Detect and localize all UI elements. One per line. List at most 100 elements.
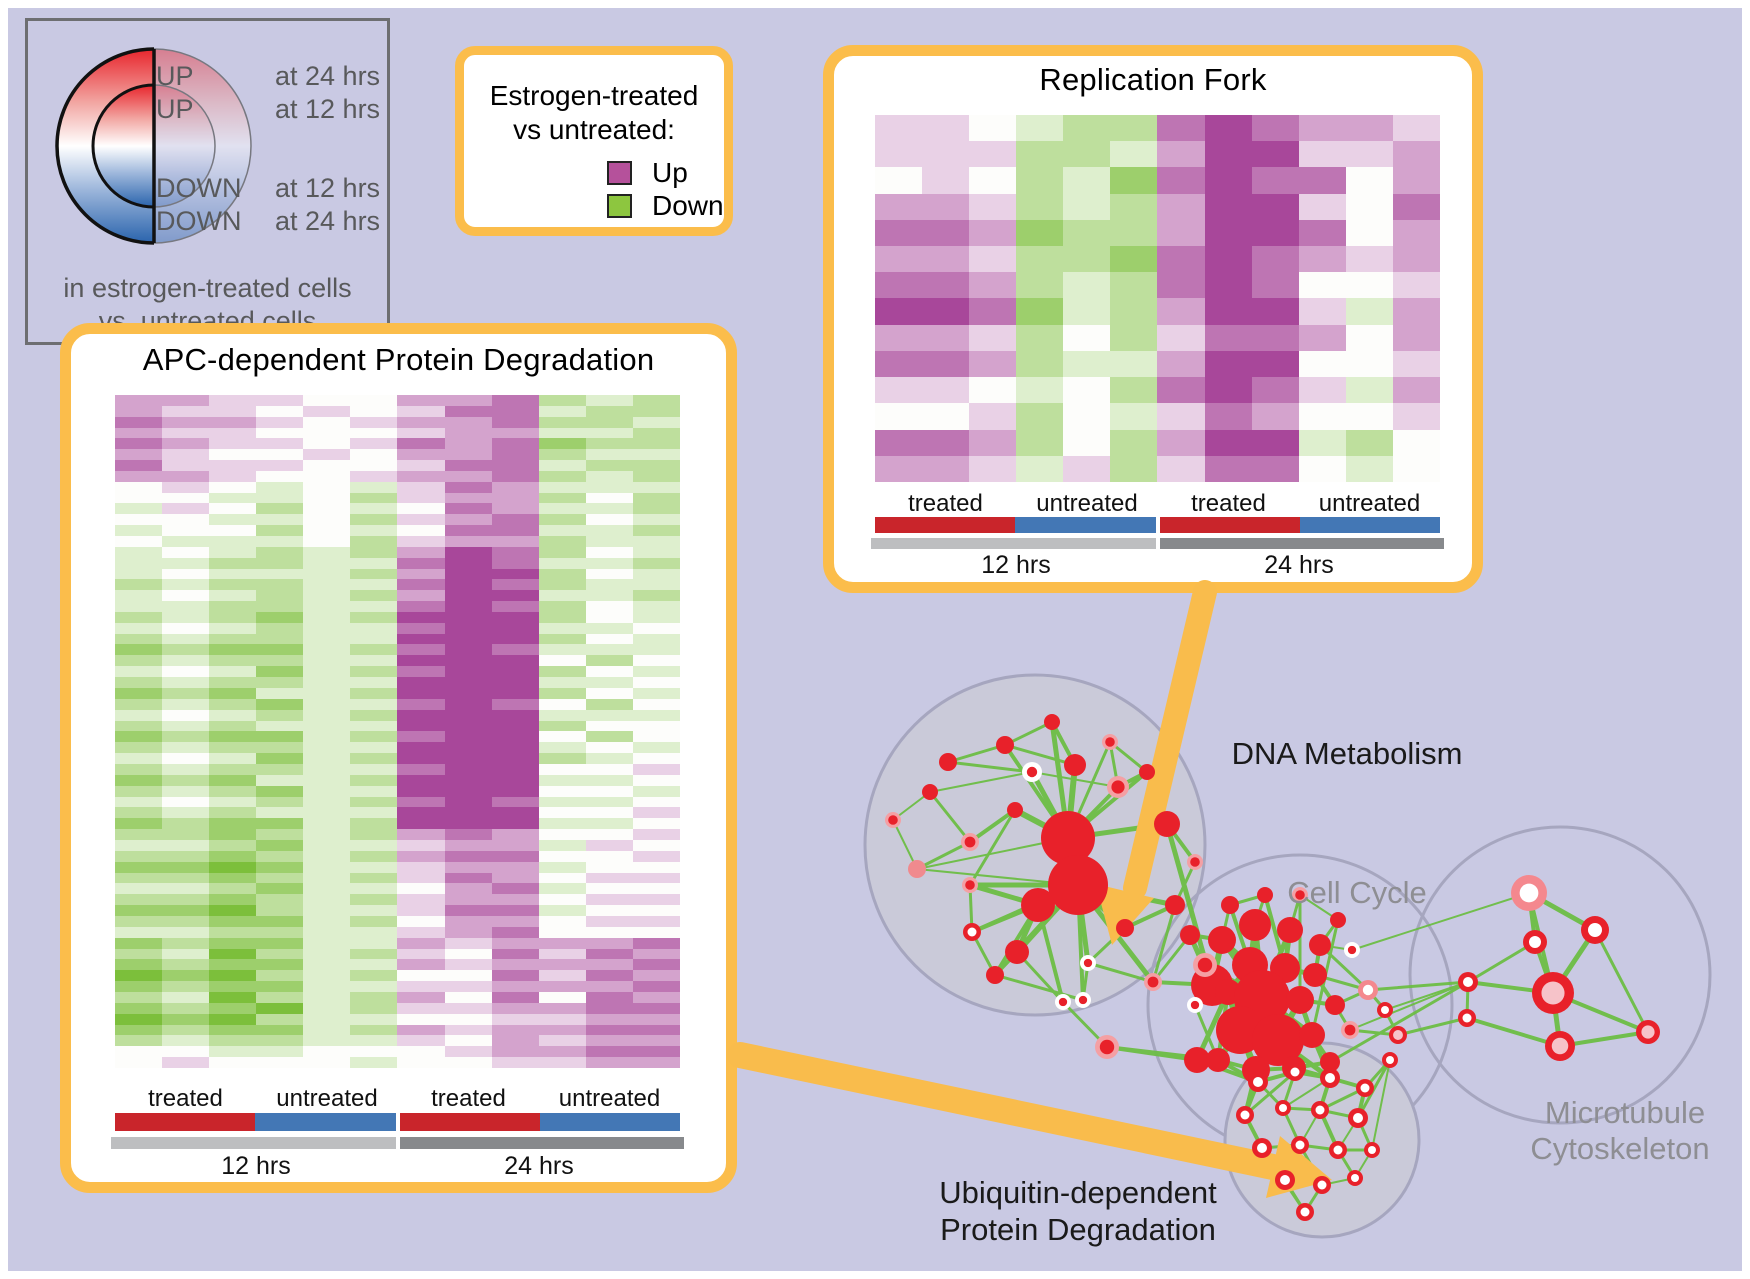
heatmap-cell [350, 611, 398, 623]
gene-node [1139, 764, 1155, 780]
heatmap-cell [256, 785, 304, 797]
heatmap-cell [256, 981, 304, 992]
heatmap-cell [209, 818, 257, 830]
network-edge [1396, 1016, 1469, 1037]
heatmap-cell [209, 709, 257, 721]
heatmap-cell [209, 894, 257, 906]
heatmap-cell [303, 655, 351, 667]
heatmap-cell [1110, 455, 1158, 482]
heatmap-cell [256, 460, 304, 471]
heatmap-cell [397, 774, 445, 786]
heatmap-cell [632, 438, 680, 450]
heatmap-cell [256, 861, 304, 873]
heatmap-cell [115, 1024, 163, 1036]
heatmap-cell [397, 948, 445, 960]
heatmap-cell [585, 861, 633, 873]
heatmap-cell [1063, 141, 1111, 168]
heatmap-cell [350, 894, 398, 906]
gene-node [1154, 811, 1180, 837]
heatmap-cell [491, 568, 539, 580]
heatmap-cell [491, 915, 539, 927]
heatmap-cell [350, 557, 398, 569]
heatmap-cell [397, 698, 445, 710]
heatmap-cell [303, 850, 351, 862]
gene-node [1021, 888, 1055, 922]
gene-node [1197, 957, 1213, 973]
heatmap-cell [632, 991, 680, 1003]
heatmap-cell [538, 948, 586, 960]
heatmap-cell [491, 514, 539, 526]
heatmap-cell [256, 579, 304, 591]
heatmap-cell [162, 644, 210, 656]
heatmap-cell [1016, 377, 1064, 404]
heatmap-cell [397, 894, 445, 906]
estrogen-legend-title-line1: Estrogen-treated [489, 80, 699, 111]
heatmap-cell [397, 991, 445, 1003]
heatmap-cell [444, 427, 492, 439]
rf-group-label-1: untreated [1036, 490, 1138, 517]
heatmap-cell [397, 709, 445, 721]
heatmap-cell [209, 763, 257, 775]
heatmap-cell [350, 666, 398, 678]
heatmap-cell [162, 514, 210, 526]
heatmap-cell [209, 546, 257, 558]
heatmap-cell [350, 926, 398, 938]
heatmap-cell [256, 677, 304, 688]
heatmap-cell [397, 535, 445, 547]
heatmap-cell [1016, 246, 1064, 273]
heatmap-cell [162, 753, 210, 764]
heatmap-cell [397, 481, 445, 493]
heatmap-cell [585, 677, 633, 688]
heatmap-cell [538, 687, 586, 699]
heatmap-cell [1016, 403, 1064, 430]
heatmap-cell [1204, 141, 1252, 168]
heatmap-cell [1298, 167, 1346, 194]
heatmap-cell [256, 915, 304, 927]
heatmap-cell [585, 1057, 633, 1068]
gene-node [1252, 1014, 1304, 1066]
gene-node [1111, 780, 1125, 794]
heatmap-cell [256, 839, 304, 851]
heatmap-cell [491, 460, 539, 471]
network-edge [1356, 1058, 1392, 1120]
heatmap-cell [350, 644, 398, 656]
heatmap-cell [585, 492, 633, 504]
heatmap-cell [538, 449, 586, 461]
apc-group-label-2: treated [431, 1085, 506, 1112]
gene-node [1058, 997, 1068, 1007]
down-color-swatch [607, 194, 632, 218]
heatmap-cell [444, 829, 492, 840]
heatmap-cell [585, 460, 633, 471]
heatmap-cell [1345, 455, 1393, 482]
heatmap-cell [209, 829, 257, 840]
heatmap-cell [256, 829, 304, 840]
heatmap-cell [256, 720, 304, 732]
gene-node [1344, 1024, 1356, 1036]
cluster-microtubule-cytoskeleton [1408, 825, 1712, 1125]
cluster-label: Cytoskeleton [1530, 1131, 1709, 1166]
heatmap-cell [397, 753, 445, 764]
heatmap-cell [162, 698, 210, 710]
heatmap-cell [303, 774, 351, 786]
gene-node [1309, 934, 1331, 956]
heatmap-cell [303, 937, 351, 949]
heatmap-cell [632, 839, 680, 851]
heatmap-cell [162, 666, 210, 678]
heatmap-cell [632, 785, 680, 797]
heatmap-cell [491, 601, 539, 612]
heatmap-cell [350, 1013, 398, 1025]
heatmap-cell [922, 115, 970, 142]
network-edge [1466, 940, 1537, 984]
up-color-swatch [607, 161, 632, 185]
heatmap-cell [209, 405, 257, 417]
heatmap-cell [1016, 455, 1064, 482]
heatmap-cell [444, 709, 492, 721]
replication-fork-heatmap [875, 115, 1440, 482]
heatmap-cell [209, 677, 257, 688]
gene-node [1064, 754, 1086, 776]
heatmap-cell [585, 666, 633, 678]
heatmap-cell [115, 525, 163, 536]
heatmap-cell [538, 546, 586, 558]
heatmap-cell [115, 666, 163, 678]
heatmap-cell [209, 492, 257, 504]
